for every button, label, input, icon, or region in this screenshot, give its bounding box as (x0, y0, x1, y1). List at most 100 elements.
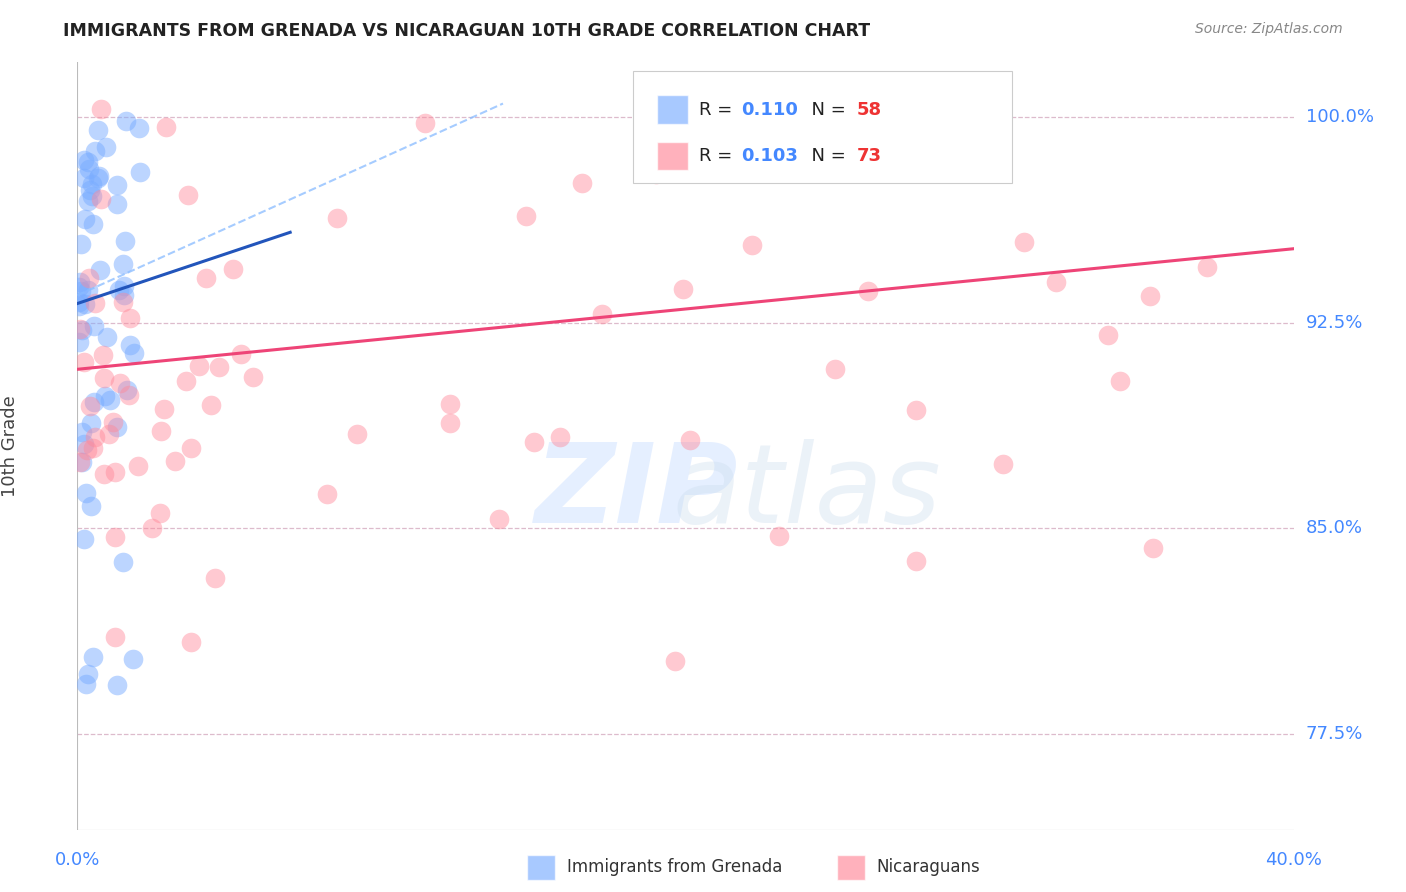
Text: ZIP: ZIP (536, 439, 738, 546)
Point (122, 346, 145, 360)
Point (79, 183, 101, 197)
Point (103, 530, 125, 544)
Point (73, 170, 96, 185)
Point (165, 454, 187, 468)
Point (83, 318, 105, 333)
Point (1012, 235, 1035, 249)
Point (672, 282, 695, 296)
Point (768, 529, 790, 543)
Point (149, 506, 172, 520)
Point (591, 307, 613, 321)
Point (325, 211, 347, 225)
Point (73, 297, 96, 311)
Point (114, 234, 136, 248)
Text: N =: N = (800, 147, 852, 165)
Point (73, 436, 96, 450)
Point (83, 394, 105, 409)
Text: Source: ZipAtlas.com: Source: ZipAtlas.com (1195, 22, 1343, 37)
Point (111, 295, 134, 310)
Point (77, 283, 100, 297)
Text: IMMIGRANTS FROM GRENADA VS NICARAGUAN 10TH GRADE CORRELATION CHART: IMMIGRANTS FROM GRENADA VS NICARAGUAN 10… (63, 22, 870, 40)
Point (103, 415, 125, 429)
Text: atlas: atlas (672, 439, 942, 546)
Point (523, 435, 546, 450)
Point (129, 165, 152, 179)
Point (104, 630, 127, 644)
Point (69, 322, 91, 336)
Point (155, 120, 177, 134)
Point (548, 430, 571, 444)
Text: 0.0%: 0.0% (55, 852, 100, 870)
Point (948, 102, 970, 116)
Point (180, 442, 202, 456)
Text: 73: 73 (856, 147, 882, 165)
Point (741, 238, 763, 252)
Point (1097, 328, 1119, 343)
Point (76, 666, 98, 681)
Point (141, 521, 163, 535)
Point (77, 162, 100, 177)
Point (180, 635, 202, 649)
Point (80, 189, 103, 203)
Point (111, 556, 134, 570)
Point (439, 397, 461, 411)
Text: 58: 58 (856, 101, 882, 119)
Point (824, 361, 846, 376)
Point (87, 122, 110, 136)
Point (1045, 275, 1067, 289)
Point (70, 236, 93, 251)
Point (67, 294, 90, 309)
Text: 92.5%: 92.5% (1306, 314, 1362, 332)
Point (188, 359, 211, 373)
Point (75, 486, 97, 500)
Point (79, 400, 101, 414)
Point (105, 197, 128, 211)
Text: R =: R = (699, 101, 738, 119)
Point (77, 194, 100, 208)
Point (83, 430, 105, 444)
Point (89, 263, 111, 277)
Point (231, 346, 253, 360)
Point (128, 120, 150, 135)
Point (242, 369, 264, 384)
Point (80, 177, 103, 191)
Point (415, 115, 437, 129)
Point (118, 310, 141, 325)
Text: N =: N = (800, 101, 852, 119)
Point (679, 433, 702, 447)
Point (1142, 541, 1164, 555)
Point (118, 338, 141, 352)
Point (104, 465, 127, 479)
Text: Immigrants from Grenada: Immigrants from Grenada (567, 858, 782, 876)
Point (346, 427, 368, 442)
Text: 100.0%: 100.0% (1306, 108, 1374, 127)
Point (200, 398, 222, 412)
Text: R =: R = (699, 147, 738, 165)
Point (111, 256, 134, 270)
Point (94, 140, 117, 154)
Text: 85.0%: 85.0% (1306, 519, 1362, 537)
Point (105, 178, 128, 192)
Point (121, 651, 143, 665)
Point (69, 455, 91, 469)
Point (316, 486, 339, 500)
Point (127, 458, 149, 473)
Point (73, 354, 96, 368)
Point (105, 678, 128, 692)
Point (207, 359, 229, 374)
Point (112, 288, 135, 302)
Point (67, 280, 90, 294)
Point (77, 155, 100, 169)
Point (105, 420, 128, 434)
Point (87, 169, 110, 184)
Point (904, 403, 927, 417)
Point (1109, 374, 1132, 388)
Point (222, 261, 245, 276)
Point (73, 153, 96, 167)
Point (1197, 260, 1219, 274)
Point (112, 278, 135, 293)
Point (73, 211, 96, 226)
Point (96, 329, 118, 343)
Point (73, 533, 96, 547)
Text: 40.0%: 40.0% (1265, 852, 1322, 870)
